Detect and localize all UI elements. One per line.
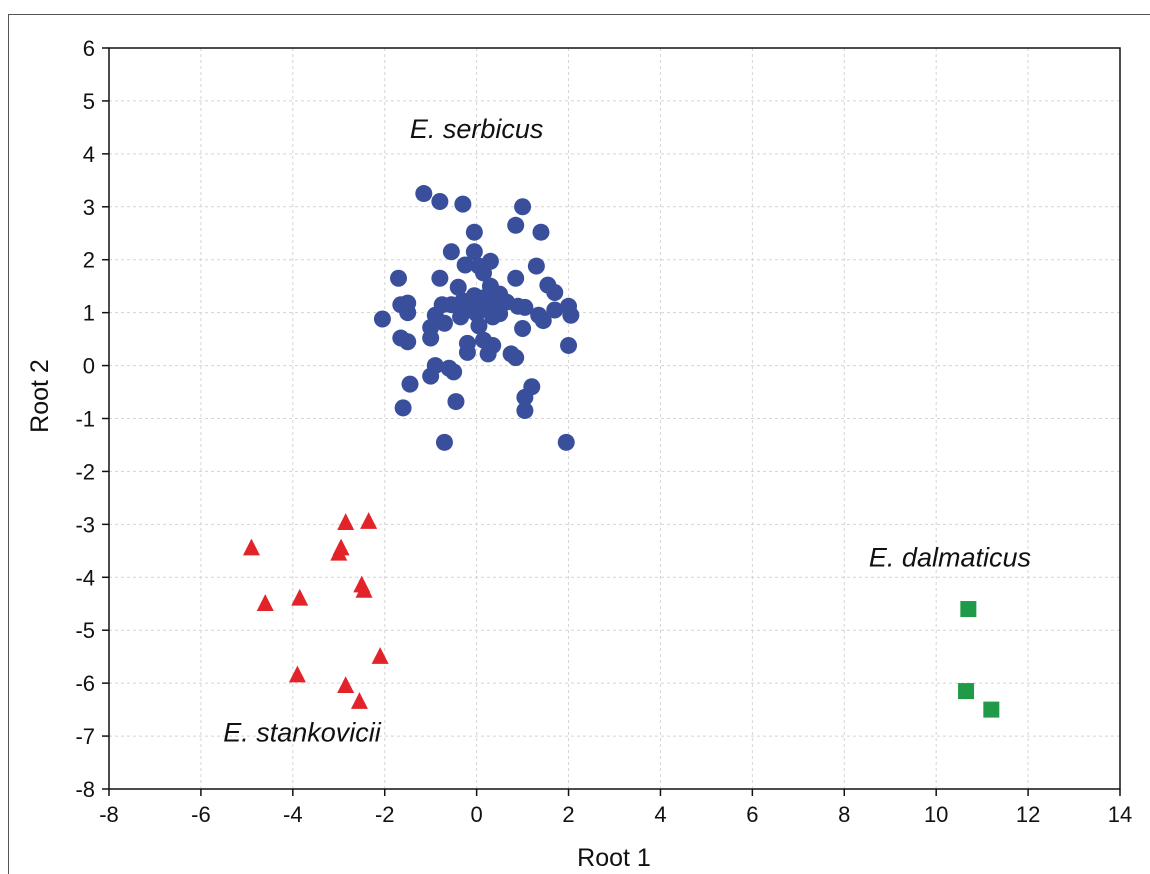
data-point-circle (454, 195, 472, 213)
data-point-circle (394, 399, 412, 417)
data-point-circle (456, 256, 474, 274)
data-point-triangle (288, 665, 306, 683)
grid-lines (109, 48, 1120, 789)
data-point-triangle (350, 692, 368, 709)
group-annotations: E. serbicus E. stankovicii E. dalmaticus (223, 114, 1031, 747)
data-point-square (958, 683, 975, 700)
data-point-square (960, 601, 977, 618)
data-point-triangle (355, 580, 373, 598)
series-triangle-group (242, 512, 389, 709)
data-point-circle (399, 333, 417, 351)
x-tick-label: 8 (838, 802, 850, 827)
data-point-circle (557, 433, 575, 451)
data-point-circle (452, 308, 470, 326)
data-point-circle (435, 433, 453, 451)
data-point-triangle (291, 588, 309, 606)
y-tick-label: 6 (83, 36, 95, 61)
data-point-circle (399, 304, 417, 322)
y-tick-label: -5 (75, 618, 95, 643)
data-point-circle (534, 312, 552, 330)
group-label: E. serbicus (410, 114, 544, 144)
data-point-square (983, 701, 1000, 718)
x-tick-label: 10 (924, 802, 948, 827)
y-tick-label: 2 (83, 248, 95, 273)
x-tick-label: -2 (375, 802, 395, 827)
data-point-triangle (360, 512, 378, 529)
y-tick-label: -6 (75, 671, 95, 696)
data-point-triangle (337, 676, 355, 693)
y-tick-label: 4 (83, 142, 95, 167)
group-label: E. dalmaticus (869, 543, 1031, 573)
series-square-group (958, 601, 1000, 718)
y-tick-label: 0 (83, 354, 95, 379)
data-point-triangle (256, 594, 274, 611)
data-point-circle (422, 329, 440, 347)
data-point-triangle (337, 513, 355, 530)
data-point-circle (465, 223, 483, 241)
y-axis-title: Root 2 (26, 359, 54, 433)
x-tick-label: 12 (1016, 802, 1040, 827)
data-point-triangle (330, 543, 348, 561)
axis-ticks: -8 -6 -4 -2 0 2 4 6 8 10 12 14-8-7-6-5-4-3-2-101234… (75, 36, 1132, 827)
data-point-circle (422, 367, 440, 385)
group-label: E. stankovicii (223, 717, 382, 747)
data-point-triangle (242, 538, 260, 556)
data-point-circle (442, 296, 460, 314)
series-circle-group (373, 185, 580, 451)
data-point-circle (449, 278, 467, 296)
x-tick-label: 14 (1108, 802, 1132, 827)
data-point-circle (507, 216, 525, 234)
data-point-circle (445, 363, 463, 381)
x-tick-label: -8 (99, 802, 119, 827)
y-tick-label: 3 (83, 195, 95, 220)
y-tick-label: 5 (83, 89, 95, 114)
data-point-circle (484, 308, 502, 326)
x-tick-label: -4 (283, 802, 303, 827)
x-tick-label: 2 (562, 802, 574, 827)
y-tick-label: -3 (75, 512, 95, 537)
data-point-circle (546, 284, 564, 302)
data-point-circle (527, 257, 545, 275)
data-point-circle (516, 298, 534, 316)
data-point-circle (465, 243, 483, 261)
data-point-circle (431, 192, 449, 210)
data-point-circle (507, 349, 525, 367)
data-point-circle (447, 393, 465, 411)
x-tick-label: 4 (654, 802, 666, 827)
data-point-circle (442, 243, 460, 261)
x-tick-label: 6 (746, 802, 758, 827)
data-point-circle (479, 345, 497, 363)
data-point-triangle (371, 647, 389, 664)
data-point-circle (458, 343, 476, 361)
data-point-circle (373, 310, 391, 328)
y-tick-label: -8 (75, 777, 95, 802)
y-tick-label: -2 (75, 459, 95, 484)
data-point-circle (415, 185, 433, 203)
chart-frame (8, 14, 1150, 874)
data-point-circle (562, 306, 580, 324)
data-point-circle (431, 269, 449, 287)
data-point-circle (516, 388, 534, 406)
data-points (242, 185, 1000, 718)
data-point-circle (507, 269, 525, 287)
data-point-circle (546, 301, 564, 319)
x-tick-label: -6 (191, 802, 211, 827)
y-tick-label: -7 (75, 724, 95, 749)
data-point-circle (560, 336, 578, 354)
y-tick-label: -4 (75, 565, 95, 590)
data-point-circle (514, 320, 532, 338)
x-axis-title: Root 1 (577, 844, 651, 872)
data-point-circle (470, 317, 488, 335)
data-point-circle (516, 402, 534, 420)
data-point-circle (475, 264, 493, 282)
data-point-circle (401, 375, 419, 393)
data-point-circle (532, 223, 550, 241)
y-tick-label: -1 (75, 407, 95, 432)
data-point-circle (435, 314, 453, 332)
y-tick-label: 1 (83, 301, 95, 326)
data-point-circle (514, 198, 532, 216)
data-point-circle (390, 269, 408, 287)
x-tick-label: 0 (471, 802, 483, 827)
